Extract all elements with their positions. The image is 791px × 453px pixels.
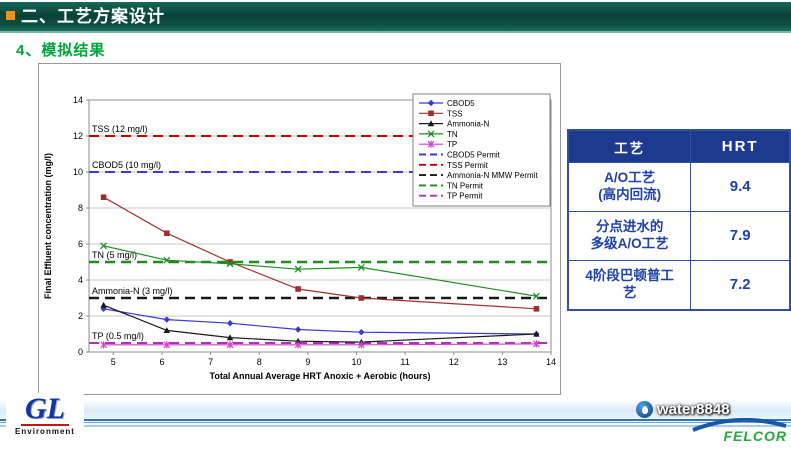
svg-text:11: 11 (400, 357, 409, 367)
svg-text:14: 14 (546, 357, 556, 367)
hrt-cell: 7.9 (690, 211, 791, 261)
footer-stripe (0, 422, 791, 423)
svg-text:TSS: TSS (447, 109, 463, 118)
svg-text:0: 0 (78, 347, 83, 357)
table-row: A/O工艺 (高内回流) 9.4 (567, 162, 791, 212)
svg-text:2: 2 (78, 311, 83, 321)
svg-text:Ammonia-N (3 mg/l): Ammonia-N (3 mg/l) (92, 286, 173, 296)
svg-text:9: 9 (305, 357, 310, 367)
svg-text:Ammonia-N: Ammonia-N (447, 120, 489, 129)
hrt-cell: 7.2 (690, 260, 791, 311)
corner-logo: FELCOR (687, 418, 787, 444)
footer-stripe (0, 425, 791, 427)
svg-text:CBOD5: CBOD5 (447, 99, 475, 108)
svg-text:12: 12 (73, 131, 83, 141)
effluent-chart: 0 2 4 6 8 10 12 14 5 6 7 8 9 10 11 12 13 14 CBOD5 (10 mg/l… (38, 63, 561, 395)
page-title: 二、工艺方案设计 (21, 7, 165, 26)
svg-text:CBOD5 (10 mg/l): CBOD5 (10 mg/l) (92, 160, 161, 170)
svg-text:TP (0.5 mg/l): TP (0.5 mg/l) (92, 331, 144, 341)
corner-logo-text: FELCOR (723, 428, 787, 444)
table-row: 分点进水的 多级A/O工艺 7.9 (567, 211, 791, 261)
svg-text:6: 6 (159, 357, 164, 367)
svg-text:TN Permit: TN Permit (447, 181, 484, 190)
svg-text:10: 10 (73, 167, 83, 177)
svg-text:8: 8 (78, 203, 83, 213)
svg-text:Final Effluent concentration (: Final Effluent concentration (mg/l) (43, 153, 53, 299)
water-drop-icon (636, 401, 653, 418)
svg-text:14: 14 (73, 95, 83, 105)
gl-logo-subtext: Environment (15, 427, 75, 436)
swoosh-icon (692, 418, 787, 432)
svg-text:TP Permit: TP Permit (447, 192, 483, 201)
chart-svg: 0 2 4 6 8 10 12 14 5 6 7 8 9 10 11 12 13 14 CBOD5 (10 mg/l… (43, 93, 556, 381)
svg-text:13: 13 (497, 357, 507, 367)
process-cell: 4阶段巴顿普工 艺 (567, 260, 692, 311)
svg-text:Total Annual Average HRT Anoxi: Total Annual Average HRT Anoxic + Aerobi… (210, 371, 431, 381)
watermark-text: water8848 (657, 401, 730, 418)
svg-text:Ammonia-N MMW Permit: Ammonia-N MMW Permit (447, 171, 538, 180)
svg-text:6: 6 (78, 239, 83, 249)
footer-stripe (0, 419, 791, 421)
svg-text:4: 4 (78, 275, 83, 285)
svg-text:TSS Permit: TSS Permit (447, 161, 489, 170)
hrt-cell: 9.4 (690, 162, 791, 212)
table-row: 4阶段巴顿普工 艺 7.2 (567, 260, 791, 311)
header-bullet-icon (6, 11, 15, 20)
svg-text:CBOD5 Permit: CBOD5 Permit (447, 151, 501, 160)
svg-text:TN (5 mg/l): TN (5 mg/l) (92, 250, 137, 260)
svg-text:10: 10 (351, 357, 361, 367)
process-cell: 分点进水的 多级A/O工艺 (567, 211, 692, 261)
svg-text:12: 12 (449, 357, 459, 367)
svg-text:5: 5 (111, 357, 116, 367)
gl-environment-logo: GL Environment (6, 393, 84, 437)
section-subtitle: 4、模拟结果 (16, 42, 106, 59)
table-header-row: 工艺 HRT (567, 129, 791, 163)
col-header-process: 工艺 (567, 129, 692, 163)
svg-text:TN: TN (447, 130, 458, 139)
watermark: water8848 (636, 401, 730, 418)
gl-logo-text: GL (21, 394, 69, 426)
svg-text:TSS (12 mg/l): TSS (12 mg/l) (92, 124, 148, 134)
svg-text:7: 7 (208, 357, 213, 367)
svg-text:8: 8 (257, 357, 262, 367)
hrt-table: 工艺 HRT A/O工艺 (高内回流) 9.4 分点进水的 多级A/O工艺 7.… (567, 129, 791, 311)
slide-header-bar: 二、工艺方案设计 (0, 2, 791, 33)
process-cell: A/O工艺 (高内回流) (567, 162, 692, 212)
col-header-hrt: HRT (690, 129, 791, 163)
svg-text:TP: TP (447, 140, 457, 149)
